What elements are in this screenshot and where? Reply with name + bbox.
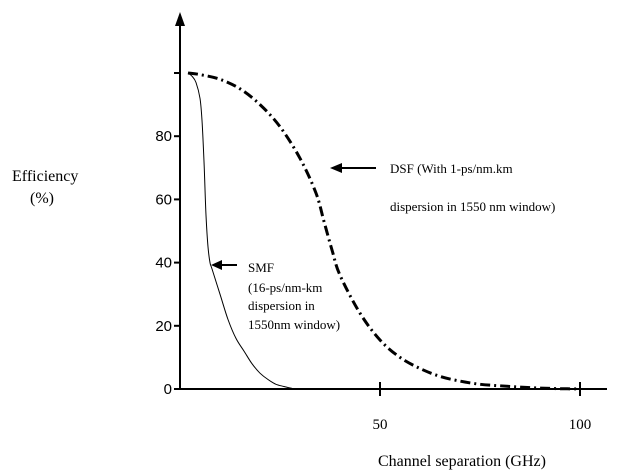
dsf-annotation: DSF (With 1-ps/nm.km dispersion in 1550 …: [330, 161, 555, 214]
smf-annotation: SMF (16-ps/nm-km dispersion in 1550nm wi…: [211, 260, 340, 332]
y-tick-label: 40: [155, 255, 172, 272]
y-axis-title-line2: (%): [30, 190, 54, 207]
dsf-label-line2: dispersion in 1550 nm window): [390, 199, 555, 214]
y-tick-label: 20: [155, 318, 172, 335]
y-tick-label: 60: [155, 191, 172, 208]
smf-arrowhead: [211, 260, 222, 270]
y-axis-title-line1: Efficiency: [12, 168, 78, 185]
dsf-label-line1: DSF (With 1-ps/nm.km: [390, 161, 513, 176]
y-axis-arrowhead: [175, 12, 185, 26]
x-ticks: 50 100: [373, 382, 592, 433]
y-ticks: 0 20 40 60 80: [155, 72, 180, 398]
smf-label-line2: (16-ps/nm-km: [248, 280, 322, 295]
x-tick-label: 100: [569, 417, 592, 433]
dsf-arrowhead: [330, 163, 342, 173]
smf-label-line4: 1550nm window): [248, 317, 340, 332]
smf-label-line1: SMF: [248, 260, 274, 275]
smf-series-line: [187, 72, 297, 390]
series-layer: [187, 71, 581, 391]
x-tick-label: 50: [373, 417, 388, 433]
y-tick-label: 80: [155, 128, 172, 145]
smf-label-line3: dispersion in: [248, 298, 315, 313]
x-axis-title: Channel separation (GHz): [378, 453, 546, 470]
y-tick-label: 0: [164, 381, 172, 398]
dsf-series-line: [187, 71, 581, 391]
